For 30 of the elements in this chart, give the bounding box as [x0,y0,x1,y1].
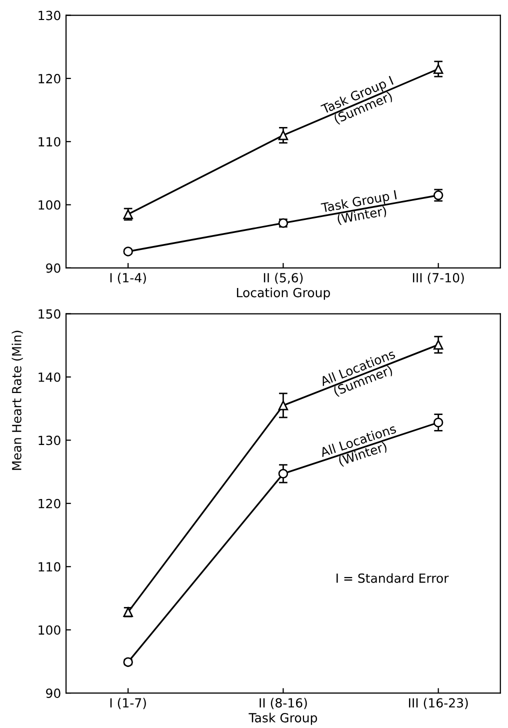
y-axis-title: Mean Heart Rate (Min) [12,330,23,470]
point [433,64,444,74]
annotation: I = Standard Error [336,573,449,583]
x-axis-title: Location Group [236,288,330,300]
y-tick-label: 130 [38,436,60,446]
point [278,468,288,479]
y-tick-label: 140 [38,372,60,382]
y-tick-label: 150 [38,309,60,319]
y-tick-label: 100 [38,200,60,210]
y-tick-label: 100 [38,625,60,635]
x-axis-title: Task Group [248,712,318,725]
point [123,246,133,256]
y-tick-label: 110 [38,562,60,572]
text: Task Group I (Winter) [320,190,398,226]
y-tick-label: 90 [46,688,60,698]
point [433,340,444,350]
point [278,130,288,140]
point [278,400,288,410]
y-tick-label: 120 [38,74,60,84]
y-tick-label: 130 [38,10,60,20]
x-tick-label: I (1-7) [110,698,146,710]
point [433,418,444,428]
y-tick-label: 90 [46,263,60,273]
x-tick-label: III (7-10) [412,272,464,284]
y-tick-label: 110 [38,137,60,147]
x-tick-label: III (16-23) [409,698,468,710]
x-tick-label: I (1-4) [110,272,146,284]
x-tick-label: II (8-16) [260,698,307,710]
x-tick-label: II (5,6) [264,272,303,284]
y-tick-label: 120 [38,498,60,508]
